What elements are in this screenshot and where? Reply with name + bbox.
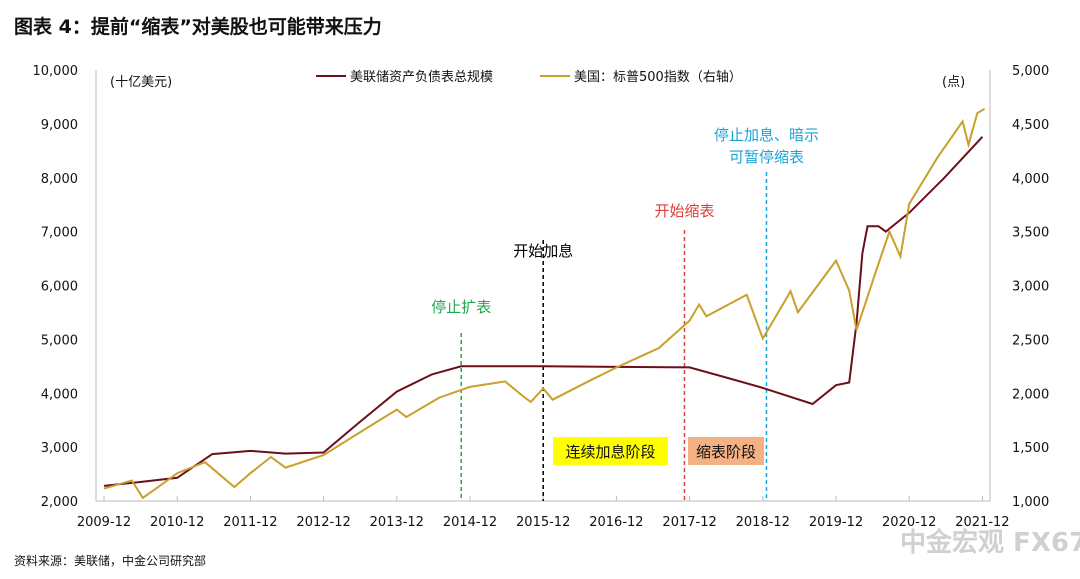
x-tick-label: 2020-12 [882,515,936,530]
x-tick-label: 2011-12 [223,515,277,530]
left-tick-label: 4,000 [41,387,78,402]
phase-box [688,437,764,465]
phase-label: 连续加息阶段 [565,443,655,461]
right-tick-label: 1,000 [1012,495,1049,510]
left-tick-label: 6,000 [41,280,78,295]
legend-label-fed: 美联储资产负债表总规模 [350,70,493,85]
x-tick-label: 2016-12 [589,515,643,530]
left-tick-label: 2,000 [41,495,78,510]
phase-label: 缩表阶段 [696,443,756,461]
left-tick-label: 10,000 [33,64,79,79]
watermark: 中金宏观 FX678 [900,528,1080,558]
x-tick-label: 2021-12 [955,515,1009,530]
left-tick-label: 8,000 [41,172,78,187]
event-label: 停止扩表 [431,298,491,316]
x-tick-label: 2013-12 [370,515,424,530]
right-tick-label: 3,000 [1012,280,1049,295]
right-tick-label: 4,000 [1012,172,1049,187]
chart-title: 图表 4：提前“缩表”对美股也可能带来压力 [14,16,382,38]
right-tick-label: 4,500 [1012,118,1049,133]
right-unit-label: (点) [942,75,965,90]
left-tick-label: 5,000 [41,333,78,348]
event-label: 开始缩表 [654,202,714,220]
sp500-line [103,107,986,500]
right-tick-label: 2,000 [1012,387,1049,402]
x-tick-label: 2017-12 [662,515,716,530]
right-tick-label: 3,500 [1012,226,1049,241]
x-tick-label: 2012-12 [296,515,350,530]
x-tick-label: 2010-12 [150,515,204,530]
event-label: 停止加息、暗示 [714,126,819,144]
x-tick-label: 2015-12 [516,515,570,530]
event-label: 开始加息 [513,242,573,260]
x-tick-label: 2009-12 [77,515,131,530]
right-tick-label: 5,000 [1012,64,1049,79]
legend-label-sp500: 美国：标普500指数（右轴） [574,70,742,85]
event-label-2: 可暂停缩表 [729,148,804,166]
x-tick-label: 2014-12 [443,515,497,530]
left-tick-label: 3,000 [41,441,78,456]
phase-box [553,437,668,465]
right-tick-label: 1,500 [1012,441,1049,456]
fed-balance-line [103,136,984,487]
left-tick-label: 7,000 [41,226,78,241]
right-tick-label: 2,500 [1012,333,1049,348]
source-note: 资料来源：美联储，中金公司研究部 [14,554,207,568]
left-tick-label: 9,000 [41,118,78,133]
left-unit-label: (十亿美元) [110,75,172,90]
x-tick-label: 2018-12 [736,515,790,530]
x-tick-label: 2019-12 [809,515,863,530]
